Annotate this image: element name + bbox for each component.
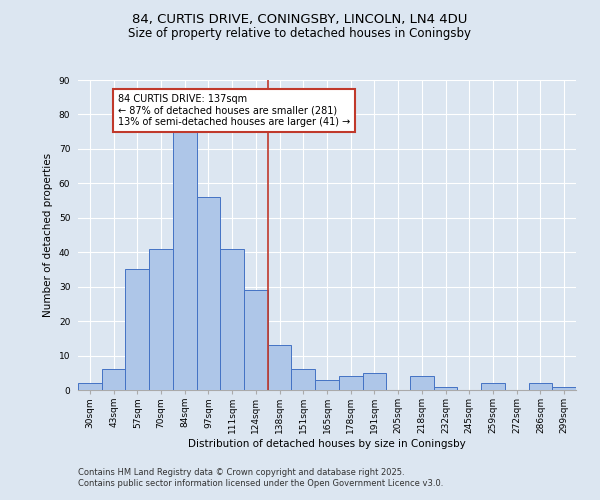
Y-axis label: Number of detached properties: Number of detached properties bbox=[43, 153, 53, 317]
Bar bbox=[362, 373, 386, 390]
Bar bbox=[410, 376, 434, 390]
Text: 84 CURTIS DRIVE: 137sqm
← 87% of detached houses are smaller (281)
13% of semi-d: 84 CURTIS DRIVE: 137sqm ← 87% of detache… bbox=[118, 94, 350, 127]
Bar bbox=[339, 376, 362, 390]
Bar bbox=[125, 270, 149, 390]
Text: Contains HM Land Registry data © Crown copyright and database right 2025.
Contai: Contains HM Land Registry data © Crown c… bbox=[78, 468, 443, 487]
Bar bbox=[481, 383, 505, 390]
Bar bbox=[244, 290, 268, 390]
Bar bbox=[173, 132, 197, 390]
Bar bbox=[552, 386, 576, 390]
Bar bbox=[529, 383, 552, 390]
Bar bbox=[268, 345, 292, 390]
Text: 84, CURTIS DRIVE, CONINGSBY, LINCOLN, LN4 4DU: 84, CURTIS DRIVE, CONINGSBY, LINCOLN, LN… bbox=[133, 12, 467, 26]
Bar bbox=[149, 249, 173, 390]
Bar bbox=[220, 249, 244, 390]
Text: Size of property relative to detached houses in Coningsby: Size of property relative to detached ho… bbox=[128, 28, 472, 40]
Bar bbox=[197, 197, 220, 390]
Bar bbox=[434, 386, 457, 390]
Bar bbox=[102, 370, 125, 390]
X-axis label: Distribution of detached houses by size in Coningsby: Distribution of detached houses by size … bbox=[188, 439, 466, 449]
Bar bbox=[315, 380, 339, 390]
Bar bbox=[292, 370, 315, 390]
Bar bbox=[78, 383, 102, 390]
